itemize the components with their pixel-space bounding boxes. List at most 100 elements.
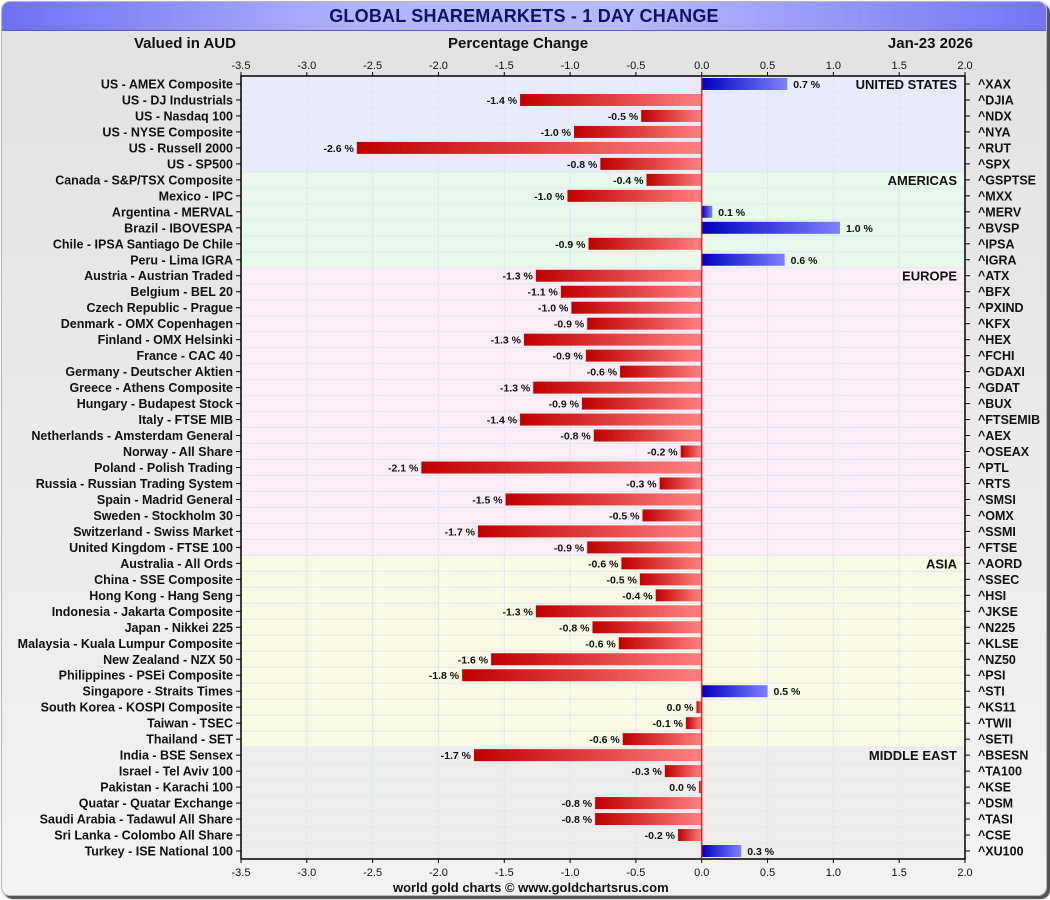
bar [646,173,702,186]
x-tick-label-top: -2.5 [363,60,382,72]
bar [571,301,702,314]
category-label: US - NYSE Composite [102,125,233,139]
ticker-label: ^OMX [978,509,1014,523]
ticker-label: ^JKSE [978,605,1018,619]
category-label: Finland - OMX Helsinki [98,333,233,347]
category-label: Canada - S&P/TSX Composite [55,173,233,187]
ticker-label: ^KLSE [978,637,1019,651]
data-label: -0.8 % [559,622,590,634]
bar [639,573,702,586]
data-label: -0.9 % [555,239,586,251]
category-label: Australia - All Ords [120,557,233,571]
category-label: Czech Republic - Prague [86,301,233,315]
ticker-label: ^TWII [978,717,1012,731]
category-label: US - DJ Industrials [122,93,233,107]
ticker-label: ^KS11 [978,701,1016,715]
data-label: -0.8 % [567,159,598,171]
x-tick-label-bottom: -1.0 [561,867,580,879]
ticker-label: ^GSPTSE [978,173,1036,187]
data-label: -2.1 % [388,463,419,475]
data-label: -0.5 % [606,574,637,586]
bar [701,205,713,218]
ticker-label: ^GDAXI [978,365,1025,379]
ticker-label: ^CSE [978,829,1011,843]
bar [701,685,768,698]
category-label: Peru - Lima IGRA [130,253,233,267]
category-label: Quatar - Quatar Exchange [79,797,233,811]
ticker-label: ^SSMI [978,525,1016,539]
category-label: Germany - Deutscher Aktien [65,365,233,379]
bar [585,349,702,362]
title-bar: GLOBAL SHAREMARKETS - 1 DAY CHANGE [2,2,1046,31]
data-label: -1.8 % [429,670,460,682]
ticker-label: ^IGRA [978,253,1017,267]
data-label: -0.1 % [653,718,684,730]
data-label: -0.6 % [588,558,619,570]
category-label: Spain - Madrid General [97,493,233,507]
region-label: AMERICAS [888,173,958,188]
x-tick-label-top: 0.5 [760,60,775,72]
category-label: Netherlands - Amsterdam General [31,429,233,443]
gridlines [240,76,966,860]
bar [477,525,702,538]
bars: 0.7 % -1.4 % -0.5 % -1.0 % -2.6 % -0.8 % -0.4 … [323,77,873,858]
data-label: -0.6 % [587,367,618,379]
data-label: -0.2 % [645,830,676,842]
bar [664,765,702,778]
bar [600,157,702,170]
data-label: -0.5 % [608,111,639,123]
footer-credit: world gold charts © www.goldchartsrus.co… [393,880,669,895]
bar [520,413,702,426]
x-tick-label-top: -1.0 [561,60,580,72]
ticker-label: ^N225 [978,621,1015,635]
ticker-label: ^AEX [978,429,1012,443]
ticker-label: ^XAX [978,77,1012,91]
data-label: -0.9 % [554,319,585,331]
ticker-label: ^TASI [978,813,1013,827]
x-tick-label-top: -0.5 [626,60,645,72]
ticker-label: ^SMSI [978,493,1016,507]
category-label: Norway - All Share [123,445,233,459]
ticker-label: ^SPX [978,157,1011,171]
bar [696,701,702,714]
bar [659,477,702,490]
bar [701,77,788,90]
x-tick-label-bottom: -2.0 [429,867,448,879]
bar [680,445,702,458]
data-label: -0.9 % [549,399,580,411]
x-tick-label-top: -2.0 [429,60,448,72]
ticker-label: ^PTL [978,461,1009,475]
data-label: -1.7 % [445,526,476,538]
ticker-label: ^NZ50 [978,653,1016,667]
category-label: Pakistan - Karachi 100 [100,781,233,795]
x-tick-label-bottom: -3.5 [232,867,251,879]
data-label: 0.3 % [747,846,775,858]
bar [560,285,702,298]
ticker-label: ^KSE [978,781,1011,795]
category-label: US - Nasdaq 100 [135,109,233,123]
ticker-label: ^GDAT [978,381,1020,395]
ticker-label: ^BSESN [978,749,1028,763]
bar [678,829,702,842]
category-label: Argentina - MERVAL [112,205,233,219]
data-label: -1.4 % [487,415,518,427]
bar [421,461,702,474]
category-label: US - SP500 [167,157,233,171]
data-label: -1.3 % [503,271,534,283]
category-label: Malaysia - Kuala Lumpur Composite [18,637,233,651]
bar [524,333,702,346]
bar [356,141,702,154]
bar [535,605,702,618]
data-label: -0.4 % [622,590,653,602]
plot-border [240,75,966,860]
bar [491,653,702,666]
data-label: 0.0 % [669,782,697,794]
bar [533,381,702,394]
bar [593,429,702,442]
data-label: -1.5 % [472,494,503,506]
data-label: 0.0 % [667,702,695,714]
ticker-label: ^OSEAX [978,445,1030,459]
region-label: EUROPE [902,269,957,284]
ticker-label: ^ATX [978,269,1010,283]
